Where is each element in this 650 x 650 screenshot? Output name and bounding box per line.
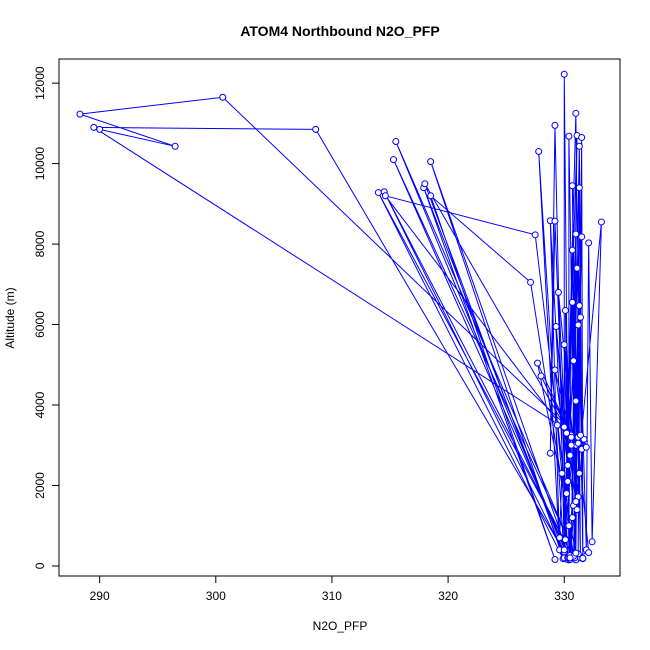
data-point (553, 421, 561, 429)
data-point (537, 372, 545, 380)
data-point (392, 137, 400, 145)
data-point (551, 366, 559, 374)
data-point (565, 132, 573, 140)
series-line (79, 74, 602, 561)
data-point (575, 469, 583, 477)
data-point (574, 321, 582, 329)
data-point (563, 429, 571, 437)
data-point (535, 148, 543, 156)
data-point (579, 554, 587, 562)
data-point (531, 231, 539, 239)
data-point (427, 192, 435, 200)
data-point (560, 70, 568, 78)
data-point (561, 306, 569, 314)
y-axis: 0 2000 4000 6000 8000 10000 12000 (33, 66, 60, 569)
data-point (551, 217, 559, 225)
data-point (572, 230, 580, 238)
y-axis-label: Altitude (m) (3, 287, 17, 348)
data-point (566, 554, 574, 562)
data-point (96, 125, 104, 133)
data-point (568, 182, 576, 190)
y-tick-label: 12000 (33, 66, 47, 100)
x-tick-label: 290 (90, 589, 110, 603)
data-point (572, 549, 580, 557)
data-point (312, 125, 320, 133)
data-point (560, 423, 568, 431)
data-point (577, 431, 585, 439)
x-tick-label: 330 (554, 589, 574, 603)
data-point (534, 359, 542, 367)
data-point (219, 93, 227, 101)
data-point (597, 218, 605, 226)
data-point (568, 514, 576, 522)
data-point (568, 246, 576, 254)
data-point (578, 133, 586, 141)
data-point (527, 278, 535, 286)
x-axis-label: N2O_PFP (313, 619, 368, 633)
x-tick-label: 300 (206, 589, 226, 603)
data-point (582, 443, 590, 451)
chart-title: ATOM4 Northbound N2O_PFP (240, 23, 439, 39)
data-point (76, 110, 84, 118)
data-point (381, 192, 389, 200)
y-tick-label: 4000 (33, 391, 47, 418)
data-point (573, 506, 581, 514)
data-point (575, 184, 583, 192)
data-point (556, 534, 564, 542)
data-point (577, 313, 585, 321)
y-tick-label: 2000 (33, 472, 47, 499)
data-point (572, 397, 580, 405)
x-tick-label: 310 (322, 589, 342, 603)
data-point (554, 288, 562, 296)
data-point (390, 156, 398, 164)
data-point (574, 439, 582, 447)
data-point (551, 121, 559, 129)
data-point (560, 341, 568, 349)
x-axis: 290 300 310 320 330 (90, 575, 575, 603)
data-point (374, 189, 382, 197)
y-tick-label: 6000 (33, 311, 47, 338)
data-point (552, 323, 560, 331)
data-point (560, 546, 568, 554)
data-point (564, 477, 572, 485)
y-tick-label: 0 (33, 562, 47, 569)
series-lines (79, 74, 602, 561)
data-point (551, 556, 559, 563)
data-point (171, 142, 179, 150)
data-point (566, 451, 574, 459)
data-point (561, 536, 569, 544)
data-point (570, 357, 578, 365)
x-tick-label: 320 (438, 589, 458, 603)
data-point (567, 433, 575, 441)
data-point (585, 239, 593, 247)
data-point (558, 469, 566, 477)
data-point (90, 123, 98, 131)
data-point (572, 498, 580, 506)
data-point (564, 461, 572, 469)
data-point (546, 449, 554, 457)
data-point (421, 180, 429, 188)
y-tick-label: 8000 (33, 230, 47, 257)
data-point (568, 298, 576, 306)
data-point (578, 233, 586, 241)
series-points (76, 70, 605, 564)
y-tick-label: 10000 (33, 147, 47, 181)
data-point (575, 142, 583, 150)
data-point (573, 264, 581, 272)
data-point (585, 549, 593, 557)
data-point (575, 302, 583, 310)
data-point (563, 490, 571, 498)
data-point (427, 158, 435, 166)
data-point (567, 441, 575, 449)
data-point (588, 538, 596, 546)
data-point (565, 522, 573, 530)
data-point (572, 109, 580, 117)
